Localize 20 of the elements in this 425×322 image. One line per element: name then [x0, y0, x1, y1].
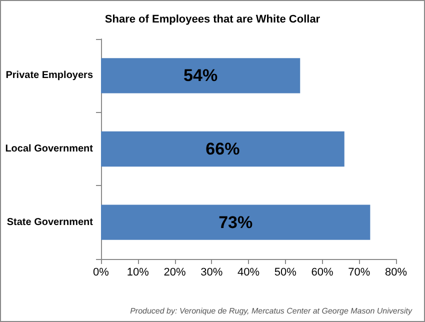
y-tick-label: Private Employers	[6, 70, 94, 82]
chart-title: Share of Employees that are White Collar	[104, 14, 321, 26]
x-tick-label: 60%	[311, 266, 334, 278]
data-label: 54%	[184, 66, 218, 86]
x-tick-label: 30%	[200, 266, 223, 278]
bar	[101, 131, 344, 167]
x-tick-label: 80%	[384, 266, 408, 278]
x-tick-label: 10%	[126, 266, 150, 278]
y-tick-label: Local Government	[5, 144, 94, 154]
bar	[101, 58, 300, 94]
x-tick-label: 70%	[348, 266, 370, 278]
x-tick-label: 0%	[93, 266, 110, 278]
y-tick-label: State Government	[6, 216, 94, 228]
data-label: 66%	[206, 140, 240, 158]
x-tick-label: 50%	[274, 266, 297, 278]
bar	[101, 204, 370, 240]
x-tick-label: 40%	[237, 266, 260, 278]
text: Produced by: Veronique de Rugy, Mercatus Center at George Mason University	[130, 306, 413, 316]
data-label: 73%	[218, 212, 253, 232]
x-tick-label: 20%	[164, 266, 186, 278]
